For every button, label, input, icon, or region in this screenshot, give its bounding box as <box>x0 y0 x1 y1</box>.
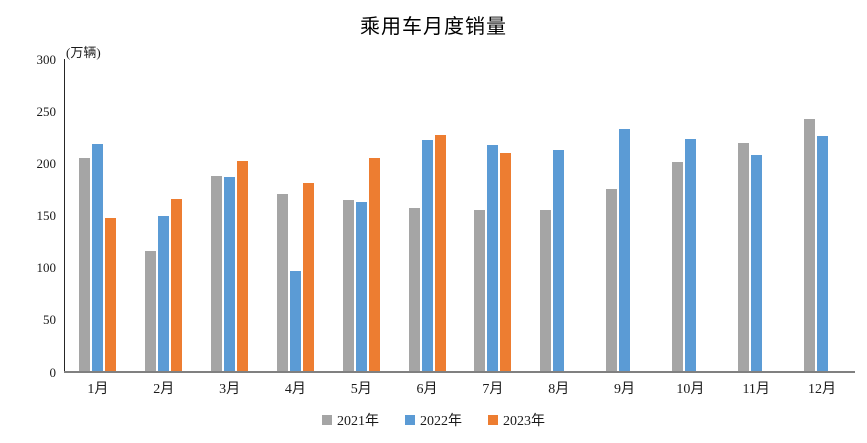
bar-group-6月 <box>394 59 460 371</box>
bar-2023年-4月 <box>302 182 314 371</box>
x-axis-tick-label: 2月 <box>153 382 175 397</box>
y-axis-tick-label: 100 <box>36 260 57 276</box>
bar-2021年-11月 <box>737 143 749 371</box>
y-axis-tick-label: 0 <box>49 364 57 380</box>
bar-2022年-8月 <box>553 150 565 371</box>
bar-2022年-6月 <box>421 139 433 371</box>
bar-2022年-3月 <box>224 177 236 371</box>
y-axis-tick-labels: 300 250 200 150 100 50 0 <box>18 53 57 379</box>
y-axis-tick-label: 250 <box>36 103 57 119</box>
y-axis-unit-label: (万辆) <box>66 45 101 60</box>
bar-2022年-12月 <box>816 135 828 371</box>
legend-label: 2023年 <box>503 414 545 429</box>
x-axis-tick-label: 1月 <box>87 382 109 397</box>
bar-2022年-11月 <box>750 154 762 371</box>
bar-2021年-4月 <box>276 193 288 371</box>
bar-2021年-8月 <box>540 209 552 371</box>
plot-area <box>65 59 855 371</box>
bar-group-12月 <box>789 59 855 371</box>
legend-item-2021年: 2021年 <box>322 410 379 430</box>
bar-2021年-12月 <box>803 119 815 371</box>
legend-swatch-2022年 <box>405 415 415 425</box>
bar-2022年-1月 <box>92 143 104 371</box>
y-axis-tick-label: 150 <box>36 208 57 223</box>
y-axis-line <box>64 59 65 372</box>
x-axis-line <box>64 371 855 373</box>
bar-2022年-5月 <box>355 202 367 371</box>
legend-item-2022年: 2022年 <box>405 410 462 430</box>
x-axis-tick-label: 6月 <box>416 382 438 397</box>
bar-2023年-1月 <box>105 218 117 371</box>
x-axis-tick-label: 12月 <box>808 382 837 397</box>
bar-group-11月 <box>723 59 789 371</box>
bar-group-9月 <box>592 59 658 371</box>
bar-group-1月 <box>65 59 131 371</box>
x-axis-tick-label: 5月 <box>350 382 372 397</box>
bar-group-5月 <box>328 59 394 371</box>
bar-2021年-5月 <box>342 199 354 371</box>
y-axis-tick-label: 50 <box>43 312 56 328</box>
x-axis-tick-label: 4月 <box>284 382 306 397</box>
bar-2023年-2月 <box>171 199 183 371</box>
bar-2022年-10月 <box>684 139 696 371</box>
y-axis-tick-label: 300 <box>36 51 57 67</box>
bar-2022年-2月 <box>158 216 170 371</box>
bar-2021年-6月 <box>408 207 420 371</box>
bar-2023年-3月 <box>237 161 249 371</box>
x-axis-tick-label: 9月 <box>614 382 636 397</box>
legend-label: 2021年 <box>337 414 379 429</box>
bar-group-10月 <box>657 59 723 371</box>
bar-2023年-5月 <box>368 157 380 371</box>
x-axis-tick-label: 3月 <box>219 382 241 397</box>
bar-2021年-1月 <box>79 158 91 371</box>
bar-group-3月 <box>197 59 263 371</box>
bar-2021年-7月 <box>474 209 486 371</box>
legend-swatch-2021年 <box>322 415 332 425</box>
x-axis-tick-label: 10月 <box>676 382 705 397</box>
chart-title: 乘用车月度销量 <box>360 16 507 38</box>
bar-2021年-9月 <box>606 188 618 371</box>
bar-2021年-2月 <box>145 250 157 371</box>
bar-2021年-10月 <box>671 162 683 371</box>
x-axis-tick-label: 8月 <box>548 382 570 397</box>
x-axis-tick-label: 7月 <box>482 382 504 397</box>
bar-2021年-3月 <box>211 176 223 371</box>
legend-swatch-2023年 <box>488 415 498 425</box>
bar-group-8月 <box>526 59 592 371</box>
bar-2022年-4月 <box>289 270 301 371</box>
bar-2022年-7月 <box>487 144 499 371</box>
y-axis-tick-label: 200 <box>36 155 57 171</box>
bar-2022年-9月 <box>619 128 631 371</box>
legend-label: 2022年 <box>420 414 462 429</box>
bar-group-7月 <box>460 59 526 371</box>
bar-group-4月 <box>262 59 328 371</box>
bar-2023年-6月 <box>434 135 446 371</box>
bar-group-2月 <box>131 59 197 371</box>
legend-item-2023年: 2023年 <box>488 410 545 430</box>
x-axis-tick-labels: 1月 2月 3月 4月 5月 6月 7月 8月 9月 10月 11月 12月 <box>65 378 855 398</box>
legend: 2021年 2022年 2023年 <box>0 410 867 430</box>
x-axis-tick-label: 11月 <box>742 382 770 397</box>
bar-2023年-7月 <box>500 152 512 371</box>
